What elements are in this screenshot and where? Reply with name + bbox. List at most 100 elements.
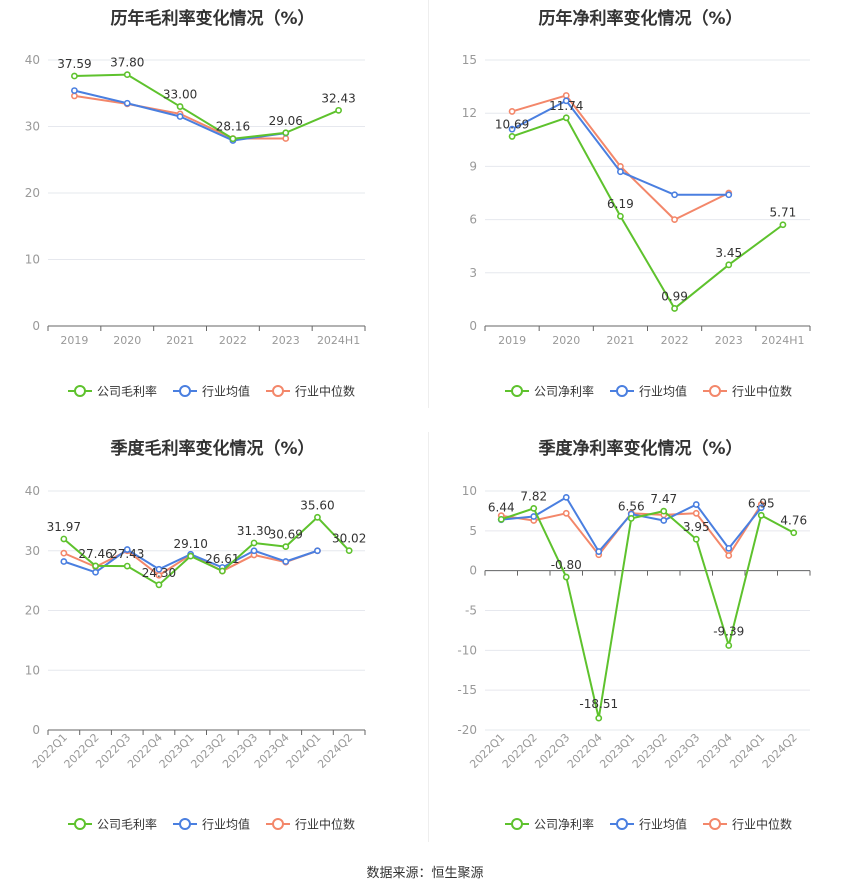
data-point-avg bbox=[692, 501, 700, 508]
data-point-company bbox=[757, 511, 765, 519]
chart-title: 历年净利率变化情况（%） bbox=[538, 9, 743, 29]
legend-label: 行业均值 bbox=[202, 817, 250, 832]
data-point-company bbox=[692, 535, 700, 543]
data-point-avg bbox=[250, 547, 258, 555]
data-point-company bbox=[345, 547, 353, 555]
data-point-median bbox=[508, 108, 516, 115]
data-label: 32.43 bbox=[321, 91, 355, 105]
y-tick-label: 15 bbox=[462, 53, 477, 67]
data-point-company bbox=[790, 529, 798, 537]
data-point-company bbox=[497, 515, 505, 523]
legend-marker bbox=[272, 385, 284, 397]
x-tick-label: 2020 bbox=[113, 334, 141, 347]
x-tick-label: 2020 bbox=[552, 334, 580, 347]
legend-label: 公司毛利率 bbox=[97, 817, 157, 832]
data-label: 28.16 bbox=[216, 120, 250, 134]
data-point-company bbox=[562, 573, 570, 581]
data-label: 27.43 bbox=[110, 547, 144, 561]
x-tick-label: 2019 bbox=[498, 334, 526, 347]
data-label: 0.99 bbox=[661, 289, 688, 303]
y-tick-label: -20 bbox=[457, 723, 477, 737]
y-tick-label: 6 bbox=[469, 213, 477, 227]
data-point-avg bbox=[71, 87, 78, 94]
y-tick-label: 0 bbox=[32, 723, 40, 737]
data-point-median bbox=[725, 552, 733, 559]
data-label: -9.39 bbox=[713, 624, 744, 638]
x-tick-label: 2024H1 bbox=[761, 334, 804, 347]
data-point-company bbox=[617, 212, 624, 220]
data-point-avg bbox=[314, 547, 321, 555]
data-label: 37.59 bbox=[57, 57, 91, 71]
data-point-avg bbox=[562, 493, 570, 501]
data-label: 35.60 bbox=[300, 498, 334, 512]
annual-gross-margin-chart: 历年毛利率变化情况（%） 0 10 20 30 40 2019 2020 2021 2022 20… bbox=[0, 0, 425, 430]
data-point-avg bbox=[617, 168, 624, 176]
data-point-median bbox=[562, 509, 570, 517]
series-line-company bbox=[63, 516, 350, 586]
legend-label: 公司毛利率 bbox=[97, 384, 157, 399]
data-point-company bbox=[123, 71, 131, 79]
data-label: -0.80 bbox=[551, 558, 582, 572]
data-point-avg bbox=[562, 97, 570, 105]
y-tick-label: 10 bbox=[462, 484, 477, 498]
data-label: 6.44 bbox=[488, 500, 515, 514]
x-tick-label: 2024Q2 bbox=[315, 731, 355, 771]
legend-label: 行业中位数 bbox=[295, 817, 355, 832]
legend-label: 行业中位数 bbox=[295, 384, 355, 399]
data-point-company bbox=[335, 106, 342, 114]
data-point-avg bbox=[671, 191, 678, 199]
annual-gross-margin-plot: 0 10 20 30 40 2019 2020 2021 2022 2023 2024H1 37.59… bbox=[25, 53, 366, 399]
y-tick-label: 0 bbox=[469, 564, 477, 578]
series-line-company bbox=[500, 507, 795, 720]
data-label: -18.51 bbox=[579, 697, 618, 711]
data-label: 11.74 bbox=[549, 99, 583, 113]
legend-label: 行业均值 bbox=[202, 384, 250, 399]
data-point-company bbox=[725, 642, 733, 649]
legend-label: 行业均值 bbox=[639, 817, 687, 832]
legend-marker bbox=[709, 385, 721, 397]
panel-divider-bottom bbox=[428, 432, 429, 842]
data-label: 30.02 bbox=[332, 532, 366, 546]
x-tick-label: 2023Q4 bbox=[695, 731, 735, 771]
data-point-avg bbox=[123, 546, 131, 553]
data-label: 6.56 bbox=[618, 499, 645, 513]
x-tick-label: 2023 bbox=[715, 334, 743, 347]
legend-marker bbox=[709, 818, 721, 830]
data-point-avg bbox=[508, 125, 516, 133]
data-label: 3.95 bbox=[683, 520, 710, 534]
data-label: 27.46 bbox=[78, 547, 112, 561]
chart-title: 季度净利率变化情况（%） bbox=[538, 439, 743, 459]
series-line-avg bbox=[511, 99, 729, 196]
x-tick-label: 2024Q1 bbox=[727, 731, 767, 771]
x-tick-label: 2023Q2 bbox=[630, 731, 670, 771]
data-label: 5.71 bbox=[770, 206, 797, 220]
data-label: 6.19 bbox=[607, 197, 634, 211]
y-tick-label: -15 bbox=[457, 683, 477, 697]
x-tick-label: 2022Q3 bbox=[532, 731, 572, 771]
legend-label: 行业中位数 bbox=[732, 384, 792, 399]
data-label: 6.95 bbox=[748, 496, 775, 510]
data-point-avg bbox=[660, 517, 668, 524]
data-point-avg bbox=[282, 558, 290, 565]
data-point-company bbox=[155, 581, 163, 589]
x-tick-label: 2024Q2 bbox=[760, 731, 800, 771]
legend-label: 行业中位数 bbox=[732, 817, 792, 832]
data-point-company bbox=[282, 543, 290, 551]
data-point-median bbox=[562, 92, 570, 99]
data-label: 31.97 bbox=[47, 520, 81, 534]
y-tick-label: 0 bbox=[469, 319, 477, 333]
data-point-company bbox=[229, 135, 237, 143]
legend-marker bbox=[616, 385, 628, 397]
data-point-company bbox=[530, 504, 538, 512]
data-label: 30.69 bbox=[269, 528, 303, 542]
data-point-company bbox=[508, 133, 516, 140]
annual-net-margin-plot: 0 3 6 9 12 15 2019 2020 2021 2022 2023 2024H1 10.69 1… bbox=[462, 53, 811, 399]
quarterly-net-margin-plot: -20-15-10-505102022Q12022Q22022Q32022Q42… bbox=[457, 484, 811, 832]
data-point-company bbox=[123, 562, 131, 570]
y-tick-label: 40 bbox=[25, 53, 40, 67]
y-tick-label: 20 bbox=[25, 604, 40, 618]
x-tick-label: 2023Q3 bbox=[662, 731, 702, 771]
series-line-company bbox=[74, 73, 339, 140]
annual-net-margin-chart: 历年净利率变化情况（%） 0 3 6 9 12 15 2019 2020 2021 2022 202… bbox=[428, 0, 850, 430]
data-point-avg bbox=[123, 99, 131, 107]
